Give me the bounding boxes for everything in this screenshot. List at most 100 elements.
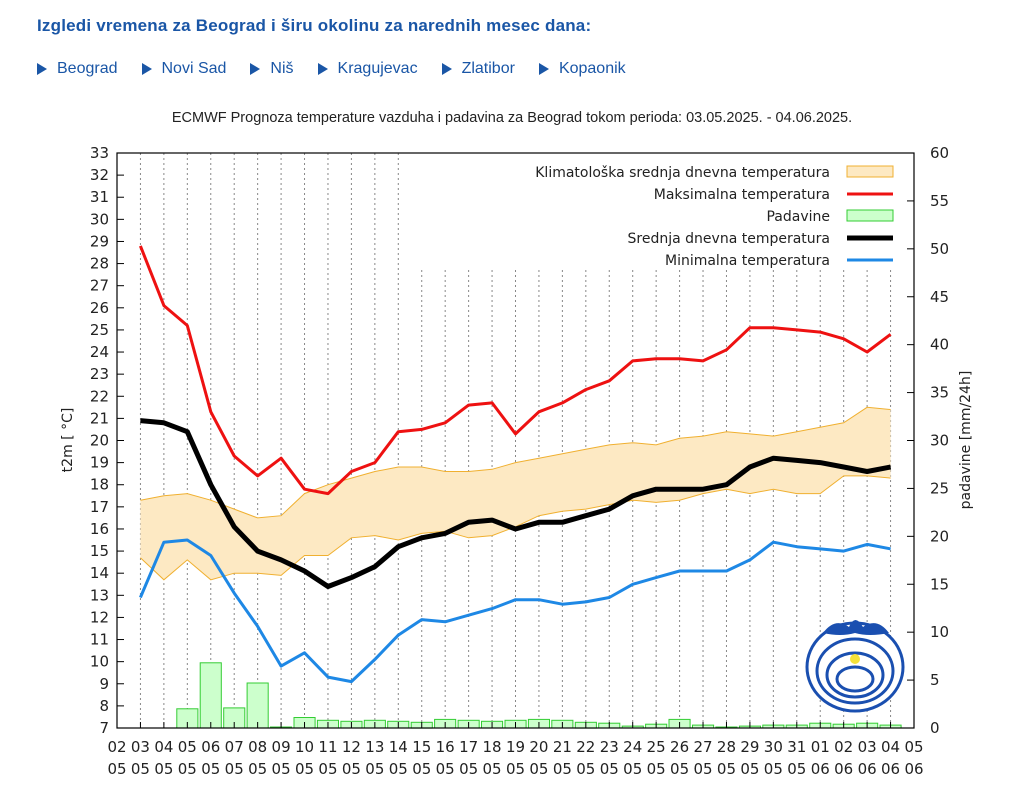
y-tick-label: 14 [90, 564, 109, 582]
x-tick-day: 31 [787, 738, 806, 756]
x-tick-day: 09 [272, 738, 291, 756]
y2-tick-label: 20 [930, 527, 949, 545]
x-tick-day: 01 [811, 738, 830, 756]
legend-label-climate: Klimatološka srednja dnevna temperatura [535, 165, 830, 181]
x-tick-month: 05 [107, 760, 126, 778]
x-tick-month: 05 [342, 760, 361, 778]
x-tick-day: 28 [717, 738, 736, 756]
axes: 7891011121314151617181920212223242526272… [90, 144, 949, 778]
city-link-label: Kopaonik [558, 60, 626, 77]
city-link-label: Kragujevac [337, 60, 418, 77]
x-tick-day: 02 [107, 738, 126, 756]
sun-icon [850, 654, 860, 664]
x-tick-day: 20 [529, 738, 548, 756]
city-link-zlatibor[interactable]: Zlatibor [441, 60, 515, 78]
y2-tick-label: 0 [930, 719, 940, 737]
y-axis-label: t2m [ °C] [60, 408, 76, 473]
x-tick-month: 05 [764, 760, 783, 778]
y2-tick-label: 55 [930, 192, 949, 210]
y-tick-label: 25 [90, 321, 109, 339]
x-tick-day: 24 [623, 738, 642, 756]
y-tick-label: 7 [99, 719, 109, 737]
x-tick-day: 14 [389, 738, 408, 756]
city-link-beograd[interactable]: Beograd [37, 60, 118, 78]
x-tick-month: 05 [318, 760, 337, 778]
precip-bar [199, 662, 222, 729]
y-tick-label: 26 [90, 299, 109, 317]
arrow-right-icon [538, 63, 549, 75]
arrow-right-icon [141, 63, 152, 75]
legend-label-min: Minimalna temperatura [665, 253, 830, 269]
arrow-right-icon [317, 63, 328, 75]
y-tick-label: 9 [99, 675, 109, 693]
x-tick-month: 06 [904, 760, 923, 778]
x-tick-month: 06 [834, 760, 853, 778]
climate-upper-line [140, 406, 891, 519]
page-heading: Izgledi vremena za Beograd i širu okolin… [37, 16, 592, 35]
y-tick-label: 8 [99, 697, 109, 715]
logo-ring [835, 665, 875, 693]
chart-title: ECMWF Prognoza temperature vazduha i pad… [171, 110, 853, 126]
y-tick-label: 11 [90, 631, 109, 649]
x-tick-day: 25 [647, 738, 666, 756]
rhmz-logo [805, 620, 905, 713]
x-tick-day: 15 [412, 738, 431, 756]
y-tick-label: 28 [90, 255, 109, 273]
grid [139, 153, 892, 728]
x-tick-day: 12 [342, 738, 361, 756]
city-link-kopaonik[interactable]: Kopaonik [538, 60, 626, 78]
y-tick-label: 31 [90, 188, 109, 206]
y-tick-label: 20 [90, 432, 109, 450]
x-tick-month: 05 [459, 760, 478, 778]
x-tick-month: 05 [670, 760, 689, 778]
min-temp-line [139, 538, 891, 684]
y2-axis-label: padavine [mm/24h] [958, 371, 974, 510]
x-tick-month: 05 [154, 760, 173, 778]
mean-temp-line [140, 418, 892, 589]
y2-tick-label: 50 [930, 240, 949, 258]
y2-tick-label: 35 [930, 384, 949, 402]
x-tick-month: 05 [717, 760, 736, 778]
y2-tick-label: 25 [930, 479, 949, 497]
arrow-right-icon [441, 63, 452, 75]
city-link-label: Novi Sad [161, 60, 227, 77]
legend-label-precip: Padavine [766, 209, 830, 225]
x-tick-month: 05 [529, 760, 548, 778]
y-tick-label: 16 [90, 520, 109, 538]
legend-swatch-climate [846, 165, 894, 178]
y-tick-label: 30 [90, 210, 109, 228]
x-tick-month: 05 [365, 760, 384, 778]
city-link-nis[interactable]: Niš [250, 60, 294, 78]
x-tick-month: 05 [647, 760, 666, 778]
y-tick-label: 23 [90, 365, 109, 383]
legend-label-mean: Srednja dnevna temperatura [628, 231, 830, 247]
x-tick-day: 27 [693, 738, 712, 756]
y-tick-label: 17 [90, 498, 109, 516]
arrow-right-icon [37, 63, 47, 75]
x-tick-month: 05 [389, 760, 408, 778]
city-link-novi-sad[interactable]: Novi Sad [141, 60, 227, 78]
legend: Klimatološka srednja dnevna temperatura M… [535, 165, 894, 269]
x-tick-day: 19 [506, 738, 525, 756]
x-tick-month: 05 [272, 760, 291, 778]
x-tick-month: 05 [623, 760, 642, 778]
max-temp-line [139, 245, 892, 496]
x-tick-month: 05 [693, 760, 712, 778]
y-tick-label: 13 [90, 586, 109, 604]
city-link-kragujevac[interactable]: Kragujevac [317, 60, 418, 78]
x-tick-month: 06 [858, 760, 877, 778]
x-tick-day: 29 [740, 738, 759, 756]
y2-tick-label: 5 [930, 671, 940, 689]
x-tick-day: 11 [318, 738, 337, 756]
y-tick-label: 18 [90, 476, 109, 494]
y-tick-label: 19 [90, 454, 109, 472]
x-tick-month: 05 [740, 760, 759, 778]
y-tick-label: 15 [90, 542, 109, 560]
x-tick-day: 22 [576, 738, 595, 756]
x-tick-month: 05 [483, 760, 502, 778]
x-tick-month: 05 [225, 760, 244, 778]
city-nav: Beograd Novi Sad Niš Kragujevac Zlatibor… [37, 60, 650, 78]
x-tick-day: 08 [248, 738, 267, 756]
legend-swatch-precip [846, 209, 894, 222]
